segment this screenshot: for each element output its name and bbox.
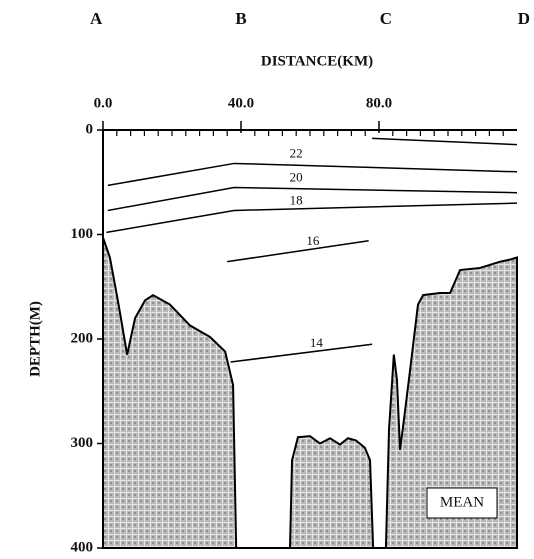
x-axis-label: DISTANCE(KM) <box>261 53 373 69</box>
x-tick-label: 0.0 <box>94 95 113 111</box>
x-tick-label: 40.0 <box>228 95 254 111</box>
station-label: A <box>90 9 103 28</box>
isotherm <box>107 186 518 212</box>
x-tick-label: 80.0 <box>366 95 392 111</box>
y-tick-label: 0 <box>86 121 94 137</box>
bathymetry <box>384 256 518 549</box>
bathymetry <box>288 435 375 549</box>
y-axis-label: DEPTH(M) <box>27 301 43 377</box>
annotation-box <box>426 487 498 519</box>
isotherm <box>372 137 518 146</box>
isotherm-label: 14 <box>310 335 324 350</box>
station-label: D <box>518 9 530 28</box>
y-tick-label: 300 <box>71 435 94 451</box>
station-label: B <box>235 9 246 28</box>
isotherm <box>106 202 518 234</box>
y-tick-label: 100 <box>71 226 94 242</box>
isotherm-label: 16 <box>306 233 320 248</box>
isotherm-label: 18 <box>290 192 303 207</box>
y-tick-label: 200 <box>71 330 94 346</box>
bathymetry <box>102 237 238 549</box>
isotherm <box>227 240 369 263</box>
isotherm-label: 20 <box>290 169 303 184</box>
isotherm <box>230 343 373 363</box>
station-label: C <box>380 9 392 28</box>
y-tick-label: 400 <box>71 539 94 555</box>
isotherm <box>107 162 518 187</box>
annotation: MEAN <box>440 494 484 510</box>
isotherm-label: 22 <box>290 145 303 160</box>
